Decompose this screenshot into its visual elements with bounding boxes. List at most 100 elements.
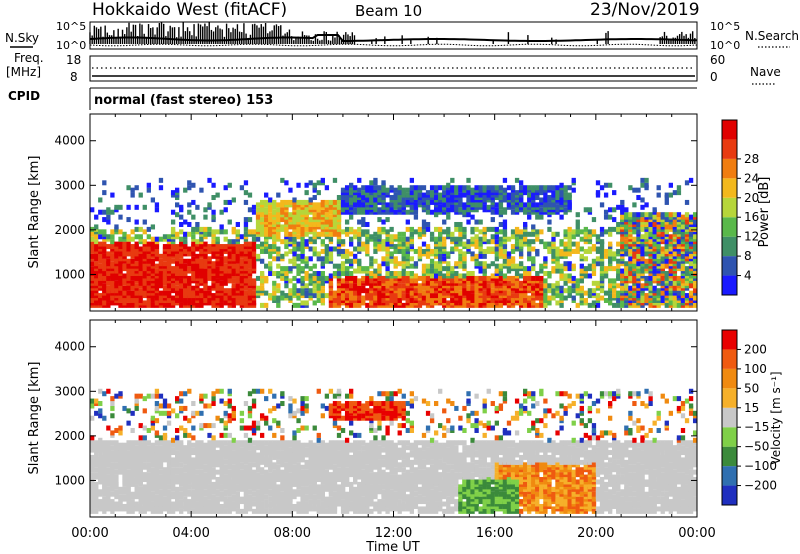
heatmap-cell: [397, 236, 402, 242]
heatmap-cell: [433, 226, 439, 232]
heatmap-cell: [523, 221, 528, 227]
heatmap-cell: [296, 234, 301, 240]
heatmap-cell: [567, 278, 572, 284]
heatmap-cell: [146, 393, 151, 399]
heatmap-cell: [276, 246, 281, 252]
heatmap-cell: [692, 212, 698, 218]
heatmap-cell: [640, 197, 645, 203]
heatmap-cell: [510, 209, 516, 215]
power-colorbar-label: Power [dB]: [757, 177, 772, 248]
heatmap-cell: [381, 180, 386, 186]
heatmap-cell: [385, 246, 390, 252]
heatmap-cell: [90, 253, 95, 259]
heatmap-cell: [255, 207, 261, 213]
heatmap-cell: [90, 440, 95, 446]
heatmap-cell: [510, 244, 516, 250]
heatmap-cell: [559, 302, 564, 308]
heatmap-cell: [595, 302, 601, 308]
heatmap-cell: [179, 405, 184, 411]
heatmap-cell: [510, 293, 516, 299]
heatmap-cell: [154, 202, 160, 208]
heatmap-cell: [478, 229, 483, 235]
heatmap-cell: [292, 290, 297, 296]
heatmap-cell: [559, 239, 564, 245]
heatmap-cell: [320, 288, 325, 294]
heatmap-cell: [324, 293, 330, 299]
heatmap-cell: [102, 496, 107, 502]
heatmap-cell: [409, 204, 415, 210]
heatmap-cell: [195, 239, 200, 245]
heatmap-cell: [385, 187, 390, 193]
heatmap-cell: [162, 457, 168, 463]
heatmap-cell: [616, 226, 621, 232]
nsky-tick-high: 10^5: [56, 20, 86, 33]
heatmap-cell: [389, 251, 394, 257]
heatmap-cell: [599, 246, 605, 252]
heatmap-cell: [482, 295, 487, 301]
heatmap-cell: [470, 297, 475, 303]
heatmap-cell: [316, 180, 321, 186]
heatmap-cell: [668, 234, 673, 240]
heatmap-cell: [603, 192, 609, 198]
heatmap-cell: [98, 437, 103, 443]
heatmap-cell: [401, 263, 406, 269]
heatmap-cell: [280, 224, 285, 230]
heatmap-cell: [389, 195, 394, 201]
heatmap-cell: [312, 182, 317, 188]
heatmap-cell: [320, 224, 325, 230]
colorbar-segment: [722, 178, 737, 198]
heatmap-cell: [179, 302, 184, 308]
heatmap-cell: [150, 506, 156, 512]
heatmap-cell: [603, 182, 609, 188]
heatmap-cell: [377, 185, 382, 191]
heatmap-cell: [446, 261, 451, 267]
heatmap-cell: [231, 226, 236, 232]
colorbar-segment: [722, 217, 737, 237]
heatmap-cell: [292, 261, 297, 267]
heatmap-cell: [587, 207, 593, 213]
heatmap-cell: [324, 256, 330, 262]
heatmap-cell: [162, 398, 168, 404]
heatmap-cell: [114, 224, 119, 230]
heatmap-cell: [195, 226, 200, 232]
heatmap-cell: [170, 190, 176, 196]
heatmap-cell: [288, 295, 293, 301]
heatmap-cell: [118, 241, 123, 247]
heatmap-cell: [130, 440, 135, 446]
heatmap-cell: [272, 219, 277, 225]
heatmap-cell: [142, 462, 147, 468]
heatmap-cell: [365, 266, 370, 272]
heatmap-cell: [304, 271, 309, 277]
heatmap-cell: [612, 278, 617, 284]
heatmap-cell: [300, 199, 305, 205]
heatmap-cell: [563, 280, 568, 286]
heatmap-cell: [409, 256, 415, 262]
heatmap-cell: [114, 501, 119, 507]
heatmap-cell: [527, 251, 532, 257]
heatmap-cell: [470, 197, 475, 203]
heatmap-cell: [158, 273, 164, 279]
heatmap-cell: [90, 241, 95, 247]
heatmap-cell: [466, 197, 471, 203]
heatmap-cell: [656, 244, 661, 250]
heatmap-cell: [648, 239, 653, 245]
heatmap-cell: [684, 219, 690, 225]
heatmap-cell: [490, 246, 495, 252]
heatmap-cell: [365, 229, 370, 235]
heatmap-cell: [417, 226, 423, 232]
heatmap-cell: [223, 236, 228, 242]
heatmap-cell: [126, 295, 131, 301]
heatmap-cell: [624, 239, 629, 245]
heatmap-cell: [114, 280, 119, 286]
heatmap-cell: [494, 207, 499, 213]
heatmap-cell: [502, 273, 508, 279]
colorbar-segment: [722, 256, 737, 276]
heatmap-cell: [304, 239, 309, 245]
heatmap-cell: [118, 204, 123, 210]
heatmap-cell: [567, 244, 572, 250]
heatmap-cell: [486, 246, 491, 252]
heatmap-cell: [595, 261, 601, 267]
heatmap-cell: [239, 244, 245, 250]
heatmap-cell: [118, 425, 123, 431]
heatmap-cell: [349, 271, 354, 277]
